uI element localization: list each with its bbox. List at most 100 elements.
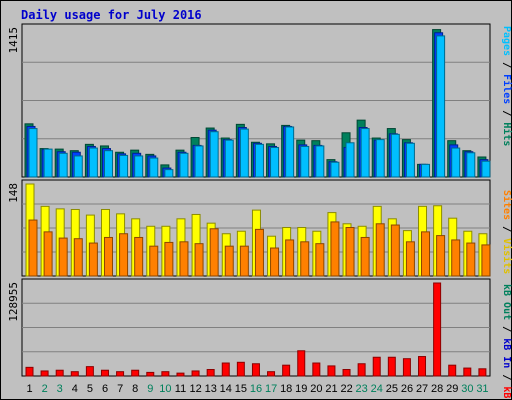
bar-sites-day-30	[466, 242, 476, 277]
bar-kb-f-day-4	[70, 371, 79, 377]
bar-kb-f-day-16	[251, 363, 260, 377]
bar-kb-f-day-27	[418, 356, 427, 377]
x-tick-label: 12	[189, 383, 201, 395]
x-tick-label: 15	[235, 383, 247, 395]
bar-pages-day-16	[254, 143, 264, 178]
bar-kb-f-day-9	[146, 371, 155, 377]
legend-entry: kB Out	[501, 284, 512, 320]
bar-pages-day-25	[390, 133, 400, 178]
legend-entry: kB F	[501, 386, 512, 400]
bar-pages-day-20	[315, 145, 325, 178]
bar-pages-day-19	[300, 145, 310, 178]
bar-pages-day-4	[73, 155, 83, 178]
x-tick-label: 10	[159, 383, 171, 395]
bar-sites-day-4	[73, 238, 83, 277]
legend-bottom-text: kB Out / kB In / kB F	[501, 284, 512, 400]
legend-entry: Files	[501, 74, 512, 104]
bar-kb-f-day-1	[25, 366, 34, 377]
x-tick-label: 27	[416, 383, 428, 395]
bar-pages-day-17	[270, 147, 280, 178]
bar-sites-day-6	[103, 236, 113, 277]
bar-kb-f-day-8	[131, 369, 140, 377]
legend-entry: Hits	[501, 122, 512, 146]
bar-pages-day-29	[451, 147, 461, 178]
panel-top: 1415	[7, 23, 491, 178]
bar-sites-day-2	[43, 231, 53, 277]
x-tick-label: 14	[220, 383, 232, 395]
x-tick-label: 31	[476, 383, 488, 395]
bar-sites-day-15	[239, 245, 249, 277]
bar-kb-f-day-18	[282, 364, 291, 377]
panel-middle-ymax-label: 148	[7, 183, 20, 203]
x-tick-label: 28	[431, 383, 443, 395]
bar-sites-day-25	[390, 224, 400, 277]
x-tick-label: 20	[310, 383, 322, 395]
bar-kb-f-day-17	[267, 371, 276, 377]
bar-sites-day-3	[58, 237, 68, 277]
x-tick-label: 17	[265, 383, 277, 395]
legend-entry: /	[501, 320, 512, 338]
bar-pages-day-15	[239, 128, 249, 178]
bar-kb-f-day-25	[387, 356, 396, 377]
legend-entry: Sites	[501, 190, 512, 220]
bar-kb-f-day-13	[206, 369, 215, 377]
bar-kb-f-day-21	[327, 365, 336, 377]
bar-sites-day-20	[315, 243, 325, 277]
bar-sites-day-22	[345, 227, 355, 277]
bar-kb-f-day-12	[191, 370, 200, 377]
legend-entry: /	[501, 220, 512, 238]
legend-entry: Visits	[501, 238, 512, 274]
legend-top-text: Pages / Files / Hits	[501, 26, 512, 146]
bar-kb-f-day-29	[448, 364, 457, 377]
bar-kb-f-day-2	[40, 370, 49, 377]
bar-sites-day-29	[451, 239, 461, 277]
bar-sites-day-18	[285, 239, 295, 277]
bar-kb-f-day-23	[357, 363, 366, 377]
panel-bottom: 128955	[7, 278, 491, 377]
bar-pages-day-27	[421, 163, 431, 178]
legend-entry: /	[501, 104, 512, 122]
bar-kb-f-day-22	[342, 369, 351, 377]
bar-sites-day-31	[481, 244, 491, 277]
x-tick-label: 24	[371, 383, 383, 395]
bar-sites-day-9	[149, 245, 159, 277]
bar-kb-f-day-6	[100, 369, 109, 377]
chart-title: Daily usage for July 2016	[21, 8, 202, 22]
bar-sites-day-17	[270, 247, 280, 277]
x-tick-label: 23	[356, 383, 368, 395]
x-tick-label: 21	[325, 383, 337, 395]
x-tick-label: 11	[175, 383, 186, 395]
chart-legends: Pages / Files / Hits Sites / Visits kB Out…	[501, 26, 512, 400]
bar-pages-day-23	[360, 128, 370, 178]
bar-kb-f-day-19	[297, 350, 306, 377]
x-tick-label: 5	[87, 383, 93, 395]
bar-kb-f-day-24	[372, 356, 381, 377]
bar-pages-day-22	[345, 142, 355, 178]
x-tick-label: 4	[72, 383, 78, 395]
bar-pages-day-6	[103, 150, 113, 178]
bar-pages-day-2	[43, 148, 53, 178]
bar-sites-day-13	[209, 228, 219, 277]
bar-kb-f-day-31	[478, 368, 487, 377]
bar-pages-day-9	[149, 157, 159, 178]
legend-middle: Sites / Visits	[501, 190, 512, 274]
x-tick-label: 18	[280, 383, 292, 395]
bar-kb-f-day-15	[236, 361, 245, 377]
bar-sites-day-7	[119, 233, 129, 277]
bar-sites-day-5	[88, 242, 98, 277]
legend-entry: /	[501, 368, 512, 386]
x-tick-label: 26	[401, 383, 413, 395]
bar-pages-day-31	[481, 160, 491, 178]
bar-pages-day-30	[466, 152, 476, 178]
bar-pages-day-21	[330, 161, 340, 178]
x-tick-label: 22	[340, 383, 352, 395]
bar-sites-day-23	[360, 236, 370, 277]
bar-sites-day-19	[300, 241, 310, 277]
bar-pages-day-8	[134, 155, 144, 178]
bar-sites-day-27	[421, 231, 431, 277]
legend-entry: /	[501, 56, 512, 74]
bar-kb-f-day-20	[312, 362, 321, 377]
bar-kb-f-day-10	[161, 371, 170, 377]
